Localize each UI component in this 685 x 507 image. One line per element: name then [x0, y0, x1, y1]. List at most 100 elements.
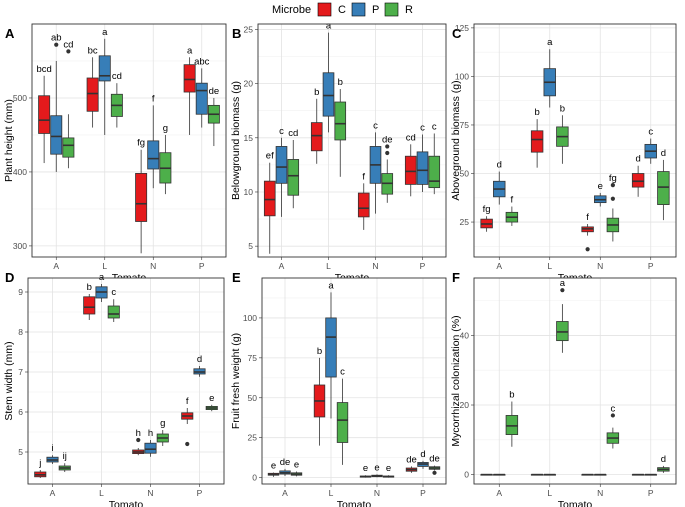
y-tick-label: 15 — [244, 133, 254, 143]
plot-background — [28, 278, 224, 484]
y-tick-label: 25 — [244, 24, 254, 34]
box-p-c — [631, 165, 645, 197]
panels: Abcdabcdbcacdfgfgaabcde300400500ALNPToma… — [3, 21, 677, 507]
y-tick-label: 6 — [18, 407, 23, 417]
y-tick-label: 125 — [455, 23, 469, 33]
box-l-r — [110, 83, 123, 128]
box-n-r — [382, 475, 395, 478]
plot-background — [262, 278, 446, 484]
y-tick-label: 0 — [252, 473, 257, 483]
legend-swatch-r — [384, 2, 399, 17]
significance-label: d — [420, 449, 425, 460]
box-p-r — [657, 465, 670, 473]
significance-label: f — [362, 171, 365, 182]
box-body — [556, 321, 569, 342]
significance-label: cd — [406, 132, 416, 143]
y-tick-label: 10 — [244, 187, 254, 197]
significance-label: d — [635, 154, 640, 165]
y-axis-title: Plant height (mm) — [3, 99, 15, 182]
significance-label: bc — [88, 45, 98, 56]
box-n-p — [144, 440, 157, 457]
box-body — [62, 137, 75, 158]
box-p-p — [644, 473, 657, 476]
box-body — [50, 115, 63, 155]
legend-label-p: P — [372, 4, 379, 16]
box-n-r — [156, 430, 169, 446]
panel-letter: C — [452, 26, 462, 41]
significance-label: a — [547, 37, 553, 48]
box-p-r — [428, 465, 441, 475]
significance-label: d — [661, 148, 666, 159]
plot-border — [473, 277, 677, 485]
significance-label: c — [648, 127, 653, 138]
significance-label: d — [661, 454, 666, 465]
x-tick-label: N — [597, 488, 603, 498]
box-body — [38, 95, 51, 134]
box-l-c — [310, 98, 323, 164]
y-tick-label: 300 — [13, 241, 27, 251]
box-l-r — [336, 378, 349, 465]
box-body — [275, 146, 288, 184]
x-tick-label: P — [199, 261, 205, 271]
outlier-point — [610, 183, 615, 188]
x-tick-label: P — [420, 488, 426, 498]
y-tick-label: 100 — [455, 71, 469, 81]
box-n-c — [357, 183, 370, 230]
x-tick-label: L — [326, 261, 331, 271]
x-axis-title: Tomato — [337, 499, 372, 507]
box-p-p — [417, 460, 429, 469]
box-body — [334, 101, 347, 141]
box-l-c — [530, 473, 544, 476]
box-body — [505, 415, 519, 435]
plot-border — [473, 23, 677, 258]
box-l-p — [325, 292, 337, 419]
box-l-p — [322, 32, 335, 133]
box-p-r — [207, 97, 220, 147]
x-tick-label: A — [282, 488, 288, 498]
significance-label: e — [386, 463, 391, 474]
significance-label: a — [187, 45, 193, 56]
significance-label: c — [611, 403, 616, 414]
box-n-p — [594, 473, 607, 476]
significance-label: cd — [288, 128, 298, 139]
box-p-r — [428, 133, 441, 195]
significance-label: e — [363, 463, 368, 474]
plot-border — [257, 23, 447, 258]
significance-label: e — [271, 461, 276, 472]
significance-label: de — [280, 457, 291, 468]
y-tick-label: 5 — [248, 241, 253, 251]
significance-label: f — [152, 93, 155, 104]
box-p-p — [416, 134, 429, 192]
legend-label-c: C — [338, 4, 346, 16]
significance-label: b — [560, 103, 565, 114]
panel-f: Fb a c d 0 20 40 A L N P Tomato Mycorrhizal coloniza… — [450, 270, 677, 507]
x-tick-label: P — [197, 488, 203, 498]
significance-label: fg — [609, 173, 617, 184]
x-tick-label: P — [648, 261, 654, 271]
box-n-r — [606, 183, 620, 242]
x-tick-label: P — [420, 261, 426, 271]
box-l-p — [543, 473, 556, 476]
significance-label: h — [148, 428, 153, 439]
box-l-r — [556, 115, 569, 164]
significance-label: a — [102, 27, 108, 38]
box-l-r — [107, 299, 120, 322]
box-body — [336, 402, 349, 443]
significance-label: b — [534, 107, 539, 118]
legend: Microbe C P R — [272, 2, 413, 17]
box-a-r — [290, 471, 303, 477]
box-a-p — [493, 473, 506, 476]
box-body — [325, 317, 337, 378]
significance-label: a — [99, 272, 105, 283]
significance-label: a — [560, 278, 566, 289]
box-n-c — [359, 475, 372, 478]
box-body — [86, 77, 99, 112]
panel-letter: D — [5, 270, 14, 285]
significance-label: de — [382, 134, 393, 145]
plot-background — [474, 278, 676, 484]
y-tick-label: 25 — [248, 433, 258, 443]
significance-label: c — [111, 287, 116, 298]
box-body — [428, 155, 441, 189]
